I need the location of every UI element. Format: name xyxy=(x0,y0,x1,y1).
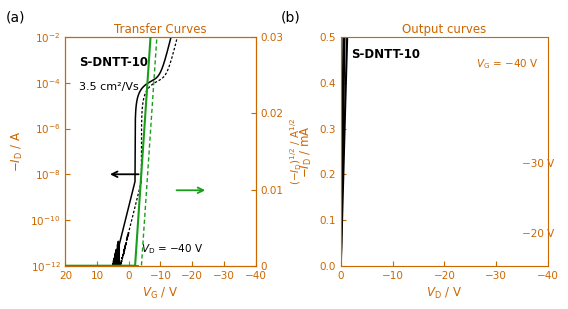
Text: −30 V: −30 V xyxy=(522,159,554,169)
Text: S-DNTT-10: S-DNTT-10 xyxy=(78,56,148,69)
Y-axis label: $-I_\mathrm{D}$ / A: $-I_\mathrm{D}$ / A xyxy=(10,131,25,172)
Text: S-DNTT-10: S-DNTT-10 xyxy=(351,48,420,61)
Text: −20 V: −20 V xyxy=(522,229,554,239)
Text: 3.5 cm²/Vs: 3.5 cm²/Vs xyxy=(78,82,139,92)
Y-axis label: $(-I_\mathrm{D})^{1/2}$ / A$^{1/2}$: $(-I_\mathrm{D})^{1/2}$ / A$^{1/2}$ xyxy=(289,118,304,185)
Text: $V_\mathrm{D}$ = −40 V: $V_\mathrm{D}$ = −40 V xyxy=(141,242,204,256)
Text: (b): (b) xyxy=(281,11,301,25)
Text: $V_\mathrm{G}$ = −40 V: $V_\mathrm{G}$ = −40 V xyxy=(475,57,538,70)
Y-axis label: $-I_\mathrm{D}$ / mA: $-I_\mathrm{D}$ / mA xyxy=(299,125,314,178)
X-axis label: $V_\mathrm{G}$ / V: $V_\mathrm{G}$ / V xyxy=(143,286,178,301)
X-axis label: $V_\mathrm{D}$ / V: $V_\mathrm{D}$ / V xyxy=(427,286,462,301)
Title: Output curves: Output curves xyxy=(402,23,487,36)
Text: (a): (a) xyxy=(6,11,25,25)
Title: Transfer Curves: Transfer Curves xyxy=(114,23,207,36)
